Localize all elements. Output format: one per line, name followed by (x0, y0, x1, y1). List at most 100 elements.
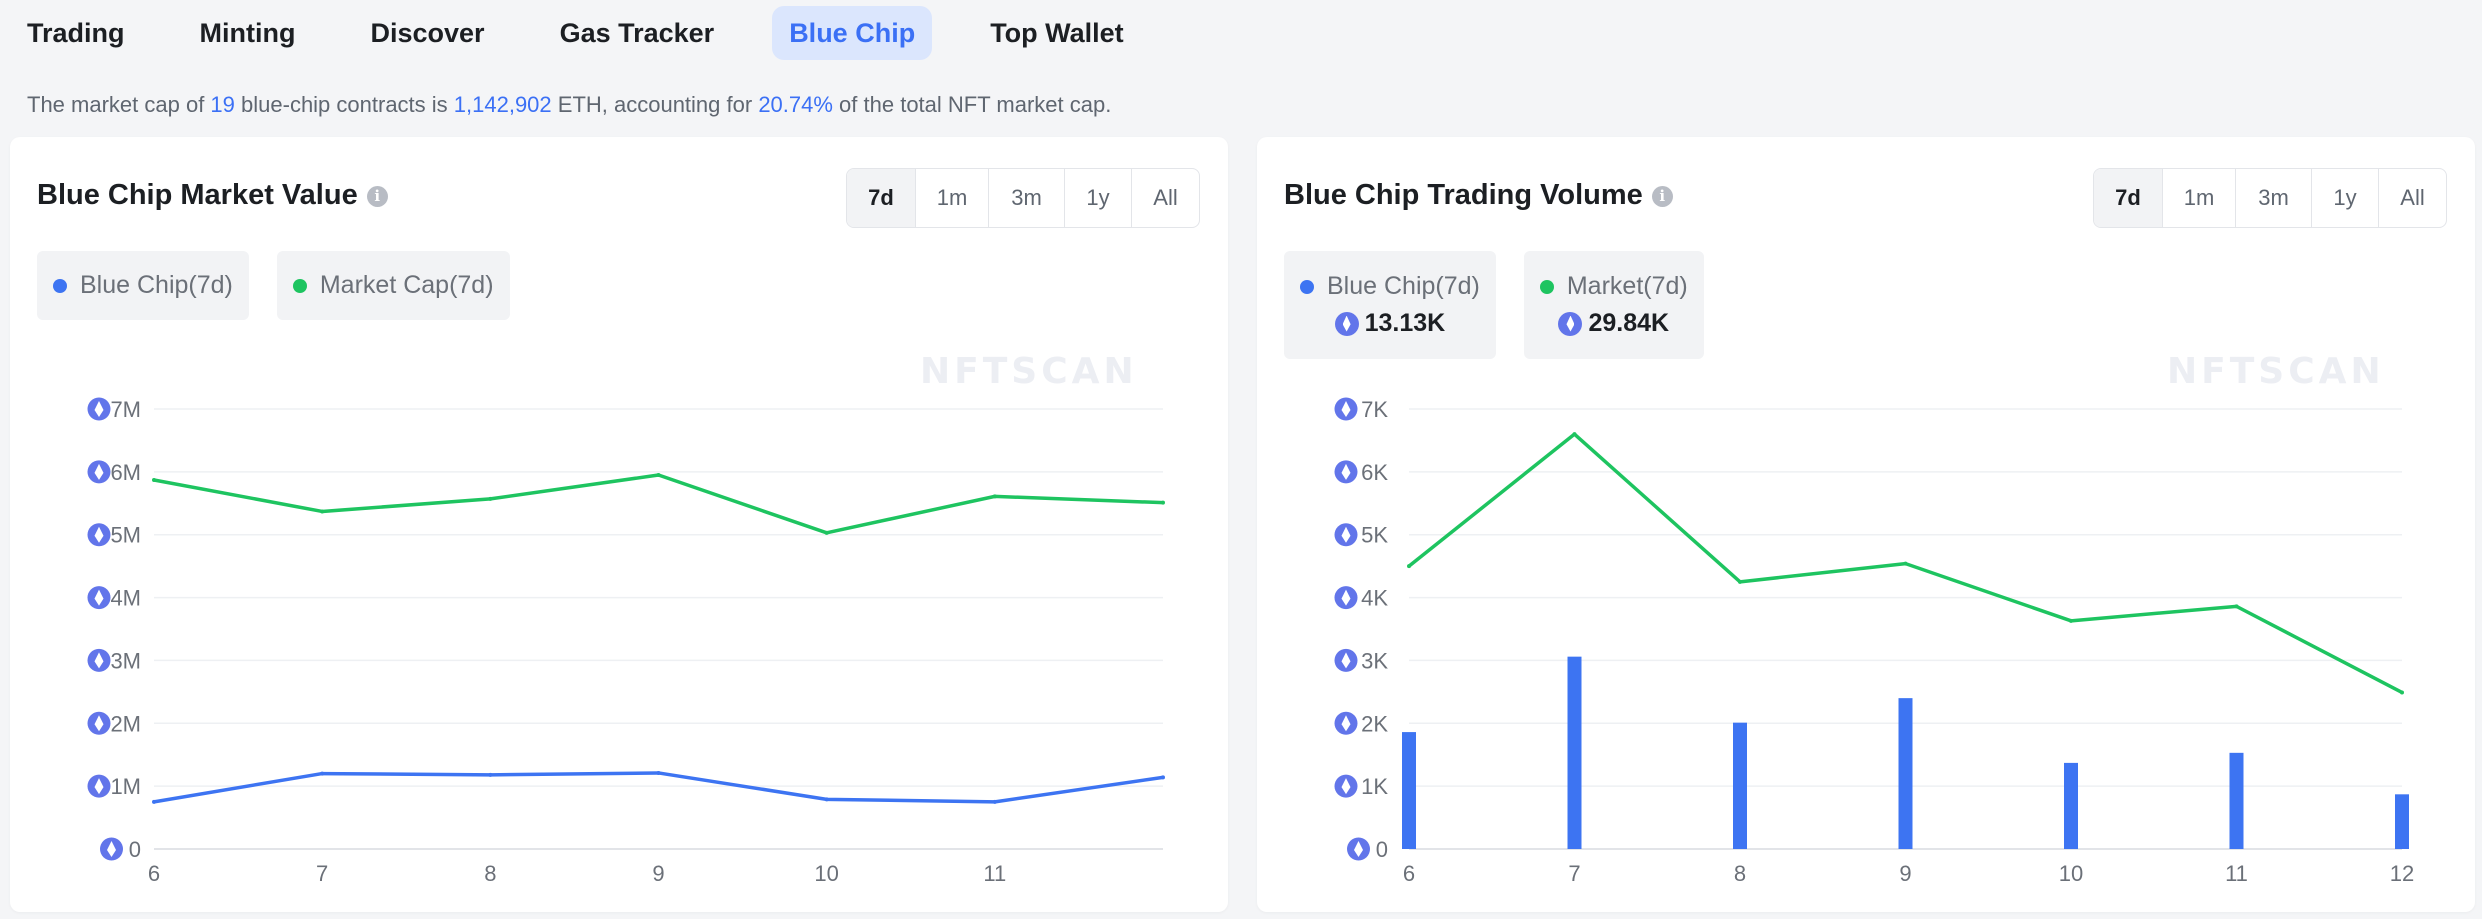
tab-blue-chip[interactable]: Blue Chip (772, 6, 933, 60)
eth-icon (1334, 711, 1358, 735)
x-tick-label: 8 (484, 861, 496, 886)
y-tick-label: 1M (110, 774, 141, 799)
data-point[interactable] (320, 771, 325, 776)
data-point[interactable] (992, 799, 997, 804)
data-point[interactable] (320, 509, 325, 514)
x-tick-label: 12 (2390, 861, 2414, 886)
tab-trading[interactable]: Trading (27, 17, 125, 48)
y-tick-label: 1K (1361, 774, 1388, 799)
data-point[interactable] (1161, 500, 1165, 505)
bar-8[interactable] (1733, 722, 1747, 849)
summary-prefix: The market cap of (27, 92, 211, 117)
eth-icon (1334, 774, 1358, 798)
blue-dot-icon (53, 278, 67, 293)
legend-label: Blue Chip(7d) (80, 271, 233, 299)
range-1m-button[interactable]: 1m (2162, 169, 2235, 227)
data-point[interactable] (992, 494, 997, 499)
y-tick-label: 5M (110, 523, 141, 548)
legend-item-blue-chip[interactable]: Blue Chip(7d) 13.13K (1284, 251, 1496, 359)
info-icon[interactable]: i (1651, 186, 1673, 207)
legend-item-blue-chip[interactable]: Blue Chip(7d) (37, 251, 249, 320)
summary-market-cap: 1,142,902 (453, 92, 552, 117)
data-point[interactable] (656, 473, 661, 477)
eth-icon (87, 460, 111, 484)
data-point[interactable] (1407, 564, 1411, 569)
range-1y-button[interactable]: 1y (2311, 169, 2378, 227)
x-tick-label: 7 (316, 861, 328, 886)
series-line-market-cap-7d-[interactable] (153, 473, 1164, 535)
range-7d-button[interactable]: 7d (2094, 169, 2162, 227)
eth-icon (100, 837, 123, 861)
bar-11[interactable] (2229, 752, 2244, 849)
tab-discover[interactable]: Discover (370, 17, 485, 48)
tab-top-wallet[interactable]: Top Wallet (990, 17, 1124, 48)
range-all-button[interactable]: All (2378, 169, 2446, 227)
data-point[interactable] (488, 496, 493, 501)
data-point[interactable] (1161, 775, 1165, 780)
tab-minting[interactable]: Minting (199, 17, 296, 48)
green-dot-icon (1539, 279, 1554, 294)
data-point[interactable] (152, 799, 156, 804)
bar-7[interactable] (1567, 656, 1582, 849)
range-7d-button[interactable]: 7d (847, 169, 915, 227)
range-1y-button[interactable]: 1y (1064, 169, 1131, 227)
market-value-range-selector: 7d 1m 3m 1y All (846, 168, 1200, 228)
data-point[interactable] (2234, 604, 2239, 609)
data-point[interactable] (2400, 690, 2404, 695)
x-tick-label: 10 (814, 861, 838, 886)
data-point[interactable] (1738, 579, 1742, 584)
summary-suffix: of the total NFT market cap. (832, 92, 1112, 117)
bar-10[interactable] (2064, 762, 2078, 849)
y-tick-label: 6M (110, 460, 141, 485)
tab-gas-tracker[interactable]: Gas Tracker (559, 17, 715, 48)
data-point[interactable] (824, 530, 829, 535)
legend-label: Market(7d) (1566, 272, 1688, 300)
legend-label: Blue Chip(7d) (1327, 272, 1480, 300)
legend-item-market[interactable]: Market(7d) 29.84K (1523, 251, 1704, 359)
range-all-button[interactable]: All (1131, 169, 1199, 227)
legend-item-market-cap[interactable]: Market Cap(7d) (276, 251, 510, 320)
market-value-legend: Blue Chip(7d) Market Cap(7d) (37, 251, 538, 320)
bar-9[interactable] (1898, 698, 1913, 849)
y-tick-label: 6K (1361, 460, 1388, 485)
trading-volume-range-selector: 7d 1m 3m 1y All (2093, 168, 2447, 228)
range-3m-button[interactable]: 3m (2235, 169, 2311, 227)
summary-share: 20.74% (758, 92, 833, 117)
legend-value: 13.13K (1364, 309, 1446, 337)
eth-icon (1334, 523, 1358, 547)
data-point[interactable] (656, 770, 661, 775)
range-3m-button[interactable]: 3m (988, 169, 1064, 227)
x-tick-label: 8 (1734, 861, 1746, 886)
eth-icon (1334, 586, 1358, 610)
market-value-title: Blue Chip Market Value i (37, 179, 388, 212)
data-point[interactable] (824, 797, 829, 802)
bar-12[interactable] (2395, 794, 2409, 849)
trading-volume-card: 0 1K 2K 3K 4K 5K 6K 7K 6 7 8 9 10 11 12 NFTSCAN Blue C… (1257, 137, 2475, 912)
summary-mid2: ETH, accounting for (551, 92, 759, 117)
eth-icon (1347, 837, 1370, 861)
data-point[interactable] (1572, 432, 1577, 437)
x-tick-label: 6 (1403, 861, 1415, 886)
trading-volume-legend: Blue Chip(7d) 13.13K Market(7d) 29.84K (1284, 251, 1732, 359)
market-value-chart: 0 1M 2M 3M 4M 5M 6M 7M 6 7 8 9 10 11 (87, 397, 1165, 886)
eth-icon (87, 397, 111, 421)
eth-icon (1334, 311, 1359, 336)
green-dot-icon (292, 278, 307, 293)
bar-6[interactable] (1402, 732, 1416, 849)
data-point[interactable] (1903, 561, 1908, 566)
data-point[interactable] (2069, 618, 2073, 623)
legend-label: Market Cap(7d) (319, 271, 494, 299)
data-point[interactable] (488, 772, 493, 777)
eth-icon (87, 774, 111, 798)
range-1m-button[interactable]: 1m (915, 169, 988, 227)
y-tick-label: 0 (1376, 837, 1388, 862)
series-line-blue-chip-7d-[interactable] (153, 771, 1164, 804)
data-point[interactable] (152, 478, 156, 483)
summary-contracts-count: 19 (210, 92, 235, 117)
x-tick-label: 10 (2059, 861, 2083, 886)
info-icon[interactable]: i (366, 186, 388, 207)
y-tick-label: 7K (1361, 397, 1388, 422)
eth-icon (1334, 648, 1358, 672)
market-summary: The market cap of 19 blue-chip contracts… (27, 92, 1111, 118)
market-value-card: 0 1M 2M 3M 4M 5M 6M 7M 6 7 8 9 10 11 NFTSCAN Blue Chi… (10, 137, 1228, 912)
